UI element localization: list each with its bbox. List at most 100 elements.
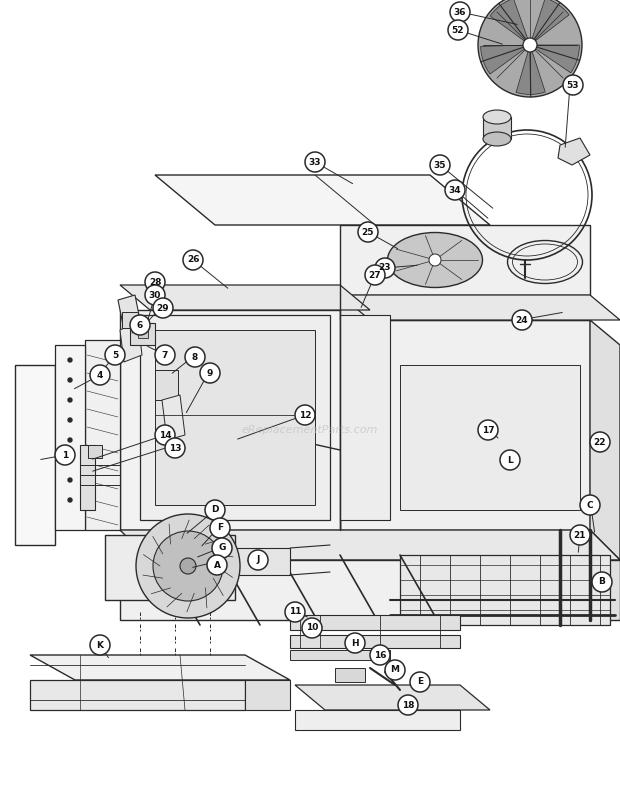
Polygon shape <box>120 285 370 310</box>
Polygon shape <box>80 445 95 510</box>
Text: 5: 5 <box>112 350 118 359</box>
Circle shape <box>68 438 72 442</box>
Circle shape <box>55 445 75 465</box>
Polygon shape <box>530 45 580 73</box>
Circle shape <box>295 405 315 425</box>
Polygon shape <box>155 370 178 400</box>
Text: H: H <box>351 638 359 648</box>
Circle shape <box>130 315 150 335</box>
Text: L: L <box>507 456 513 464</box>
Ellipse shape <box>388 233 482 287</box>
Circle shape <box>285 602 305 622</box>
Polygon shape <box>290 650 390 660</box>
Circle shape <box>430 155 450 175</box>
Polygon shape <box>30 655 290 680</box>
Polygon shape <box>122 312 138 328</box>
Polygon shape <box>558 138 590 165</box>
Text: 35: 35 <box>434 161 446 169</box>
Polygon shape <box>245 680 290 710</box>
Polygon shape <box>480 45 530 74</box>
Circle shape <box>590 432 610 452</box>
Polygon shape <box>155 330 315 505</box>
Polygon shape <box>340 320 590 530</box>
Text: 34: 34 <box>449 186 461 195</box>
Circle shape <box>185 347 205 367</box>
Text: 26: 26 <box>187 255 199 264</box>
Circle shape <box>68 458 72 462</box>
Polygon shape <box>590 560 620 620</box>
Ellipse shape <box>483 110 511 124</box>
Circle shape <box>370 645 390 665</box>
Text: 6: 6 <box>137 320 143 330</box>
Polygon shape <box>295 710 460 730</box>
Circle shape <box>365 265 385 285</box>
Text: M: M <box>391 665 399 675</box>
Text: 11: 11 <box>289 607 301 616</box>
Circle shape <box>398 695 418 715</box>
Circle shape <box>385 660 405 680</box>
Polygon shape <box>120 322 142 362</box>
Circle shape <box>68 498 72 502</box>
Polygon shape <box>400 555 610 625</box>
Circle shape <box>153 531 223 601</box>
Circle shape <box>305 152 325 172</box>
Polygon shape <box>120 560 590 620</box>
Circle shape <box>205 500 225 520</box>
Text: 10: 10 <box>306 623 318 633</box>
Polygon shape <box>30 680 245 710</box>
Circle shape <box>145 272 165 292</box>
Text: 4: 4 <box>97 370 103 380</box>
Polygon shape <box>155 175 490 225</box>
Text: 13: 13 <box>169 444 181 452</box>
Text: 29: 29 <box>157 304 169 312</box>
Text: 53: 53 <box>567 81 579 89</box>
Text: 33: 33 <box>309 157 321 166</box>
Text: 12: 12 <box>299 411 311 419</box>
Circle shape <box>90 635 110 655</box>
Circle shape <box>358 222 378 242</box>
Text: 21: 21 <box>574 531 587 539</box>
Text: eReplacementParts.com: eReplacementParts.com <box>242 425 378 435</box>
Text: 36: 36 <box>454 7 466 17</box>
Circle shape <box>512 310 532 330</box>
Circle shape <box>478 0 582 97</box>
Text: 25: 25 <box>361 228 374 237</box>
Polygon shape <box>530 0 569 45</box>
Text: 17: 17 <box>482 426 494 434</box>
Polygon shape <box>140 315 330 520</box>
Text: C: C <box>587 501 593 509</box>
Circle shape <box>90 365 110 385</box>
Text: 1: 1 <box>62 451 68 460</box>
Circle shape <box>68 358 72 362</box>
Text: 23: 23 <box>379 263 391 273</box>
Polygon shape <box>200 415 235 490</box>
Circle shape <box>183 250 203 270</box>
Text: 27: 27 <box>369 271 381 279</box>
Text: D: D <box>211 505 219 514</box>
Polygon shape <box>15 365 55 545</box>
Polygon shape <box>295 685 490 710</box>
Circle shape <box>500 450 520 470</box>
Circle shape <box>248 550 268 570</box>
Polygon shape <box>516 45 545 94</box>
Circle shape <box>155 345 175 365</box>
Polygon shape <box>340 225 590 295</box>
Circle shape <box>345 633 365 653</box>
Circle shape <box>448 20 468 40</box>
Text: 28: 28 <box>149 278 161 286</box>
Polygon shape <box>130 323 155 345</box>
Circle shape <box>375 258 395 278</box>
Text: F: F <box>217 524 223 532</box>
Polygon shape <box>290 635 460 648</box>
Polygon shape <box>340 315 390 520</box>
Text: 30: 30 <box>149 290 161 300</box>
Text: 8: 8 <box>192 353 198 361</box>
Text: E: E <box>417 678 423 687</box>
Text: 22: 22 <box>594 437 606 446</box>
Polygon shape <box>105 535 235 600</box>
Circle shape <box>302 618 322 638</box>
Text: 18: 18 <box>402 701 414 710</box>
Polygon shape <box>340 295 590 320</box>
Polygon shape <box>88 445 102 458</box>
Circle shape <box>580 495 600 515</box>
